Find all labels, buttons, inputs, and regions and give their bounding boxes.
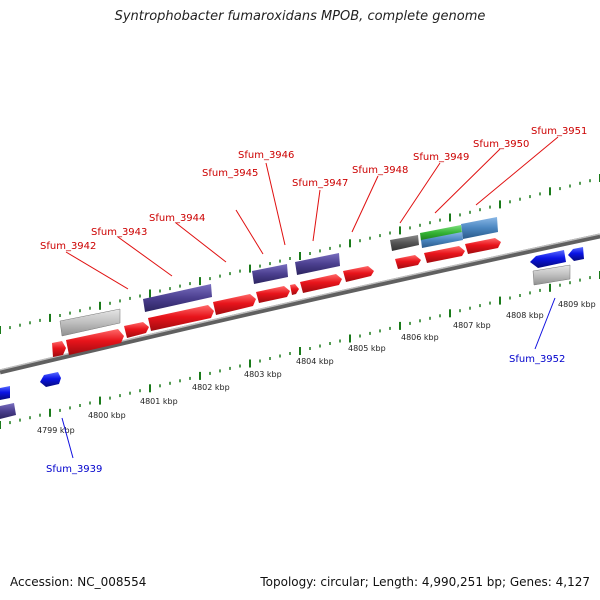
leader-line xyxy=(351,175,379,233)
gene-label[interactable]: Sfum_3942 xyxy=(40,241,96,252)
cds-reverse[interactable] xyxy=(40,372,61,387)
leader-line xyxy=(265,162,286,246)
feature-block[interactable] xyxy=(390,235,419,251)
gene-label[interactable]: Sfum_3943 xyxy=(91,227,147,238)
scale-label: 4808 kbp xyxy=(506,311,544,320)
gene-label[interactable]: Sfum_3947 xyxy=(292,178,348,189)
cds-forward[interactable] xyxy=(148,305,214,331)
scale-label: 4803 kbp xyxy=(244,370,282,379)
scale-label: 4799 kbp xyxy=(37,426,75,435)
genome-summary-text: Topology: circular; Length: 4,990,251 bp… xyxy=(260,575,590,589)
feature-block[interactable] xyxy=(143,284,212,312)
feature-block[interactable] xyxy=(420,225,462,241)
label-leaders xyxy=(61,136,559,459)
gene-label[interactable]: Sfum_3949 xyxy=(413,152,469,163)
gene-label[interactable]: Sfum_3944 xyxy=(149,213,205,224)
leader-line xyxy=(117,236,173,277)
cds-forward[interactable] xyxy=(256,286,290,303)
leader-line xyxy=(175,222,227,263)
leader-line xyxy=(399,162,441,224)
gene-label[interactable]: Sfum_3952 xyxy=(509,354,565,365)
leader-line xyxy=(534,297,556,350)
leader-line xyxy=(235,209,264,255)
cds-forward[interactable] xyxy=(124,322,149,338)
scale-label: 4807 kbp xyxy=(453,321,491,330)
rna-feature[interactable] xyxy=(532,264,571,286)
cds-forward[interactable] xyxy=(343,266,374,282)
feature-track-forward xyxy=(52,238,501,357)
scale-label: 4809 kbp xyxy=(558,300,596,309)
leader-line xyxy=(61,417,74,459)
feature-block[interactable] xyxy=(461,217,498,239)
feature-track-reverse xyxy=(0,247,584,419)
leader-line xyxy=(65,251,129,290)
gene-label[interactable]: Sfum_3951 xyxy=(531,126,587,137)
cds-forward[interactable] xyxy=(395,255,421,269)
gene-label[interactable]: Sfum_3948 xyxy=(352,165,408,176)
feature-block[interactable] xyxy=(252,264,288,284)
scale-label: 4806 kbp xyxy=(401,333,439,342)
scale-label: 4804 kbp xyxy=(296,357,334,366)
inner-tick-ring xyxy=(0,271,600,429)
leader-line xyxy=(434,148,501,214)
feature-track-outer xyxy=(59,217,571,337)
leader-line xyxy=(312,189,321,242)
outer-tick-ring xyxy=(0,174,600,334)
cds-forward[interactable] xyxy=(465,238,501,254)
map-title: Syntrophobacter fumaroxidans MPOB, compl… xyxy=(114,9,486,24)
feature-block[interactable] xyxy=(421,232,463,248)
gene-label[interactable]: Sfum_3946 xyxy=(238,150,294,161)
gene-label[interactable]: Sfum_3950 xyxy=(473,139,529,150)
scale-label: 4802 kbp xyxy=(192,383,230,392)
scale-labels: 4799 kbp 4800 kbp 4801 kbp 4802 kbp 4803… xyxy=(37,300,596,435)
accession-text: Accession: NC_008554 xyxy=(10,575,147,589)
scale-label: 4800 kbp xyxy=(88,411,126,420)
cds-forward[interactable] xyxy=(290,284,299,295)
scale-label: 4805 kbp xyxy=(348,344,386,353)
gene-labels: Sfum_3942 Sfum_3943 Sfum_3944 Sfum_3945 … xyxy=(40,126,587,475)
cds-forward[interactable] xyxy=(66,329,124,355)
feature-block[interactable] xyxy=(295,253,340,275)
cds-forward[interactable] xyxy=(424,246,465,263)
leader-line xyxy=(475,136,559,206)
cds-reverse[interactable] xyxy=(0,386,10,400)
feature-block[interactable] xyxy=(0,403,16,419)
cds-forward[interactable] xyxy=(300,274,342,293)
gene-label[interactable]: Sfum_3945 xyxy=(202,168,258,179)
scale-label: 4801 kbp xyxy=(140,397,178,406)
gene-label[interactable]: Sfum_3939 xyxy=(46,464,102,475)
cds-reverse[interactable] xyxy=(568,247,584,261)
cds-forward[interactable] xyxy=(52,341,66,357)
genome-backbone xyxy=(0,233,600,375)
cds-reverse[interactable] xyxy=(530,250,566,268)
rna-feature[interactable] xyxy=(59,308,121,337)
cds-forward[interactable] xyxy=(213,294,256,315)
